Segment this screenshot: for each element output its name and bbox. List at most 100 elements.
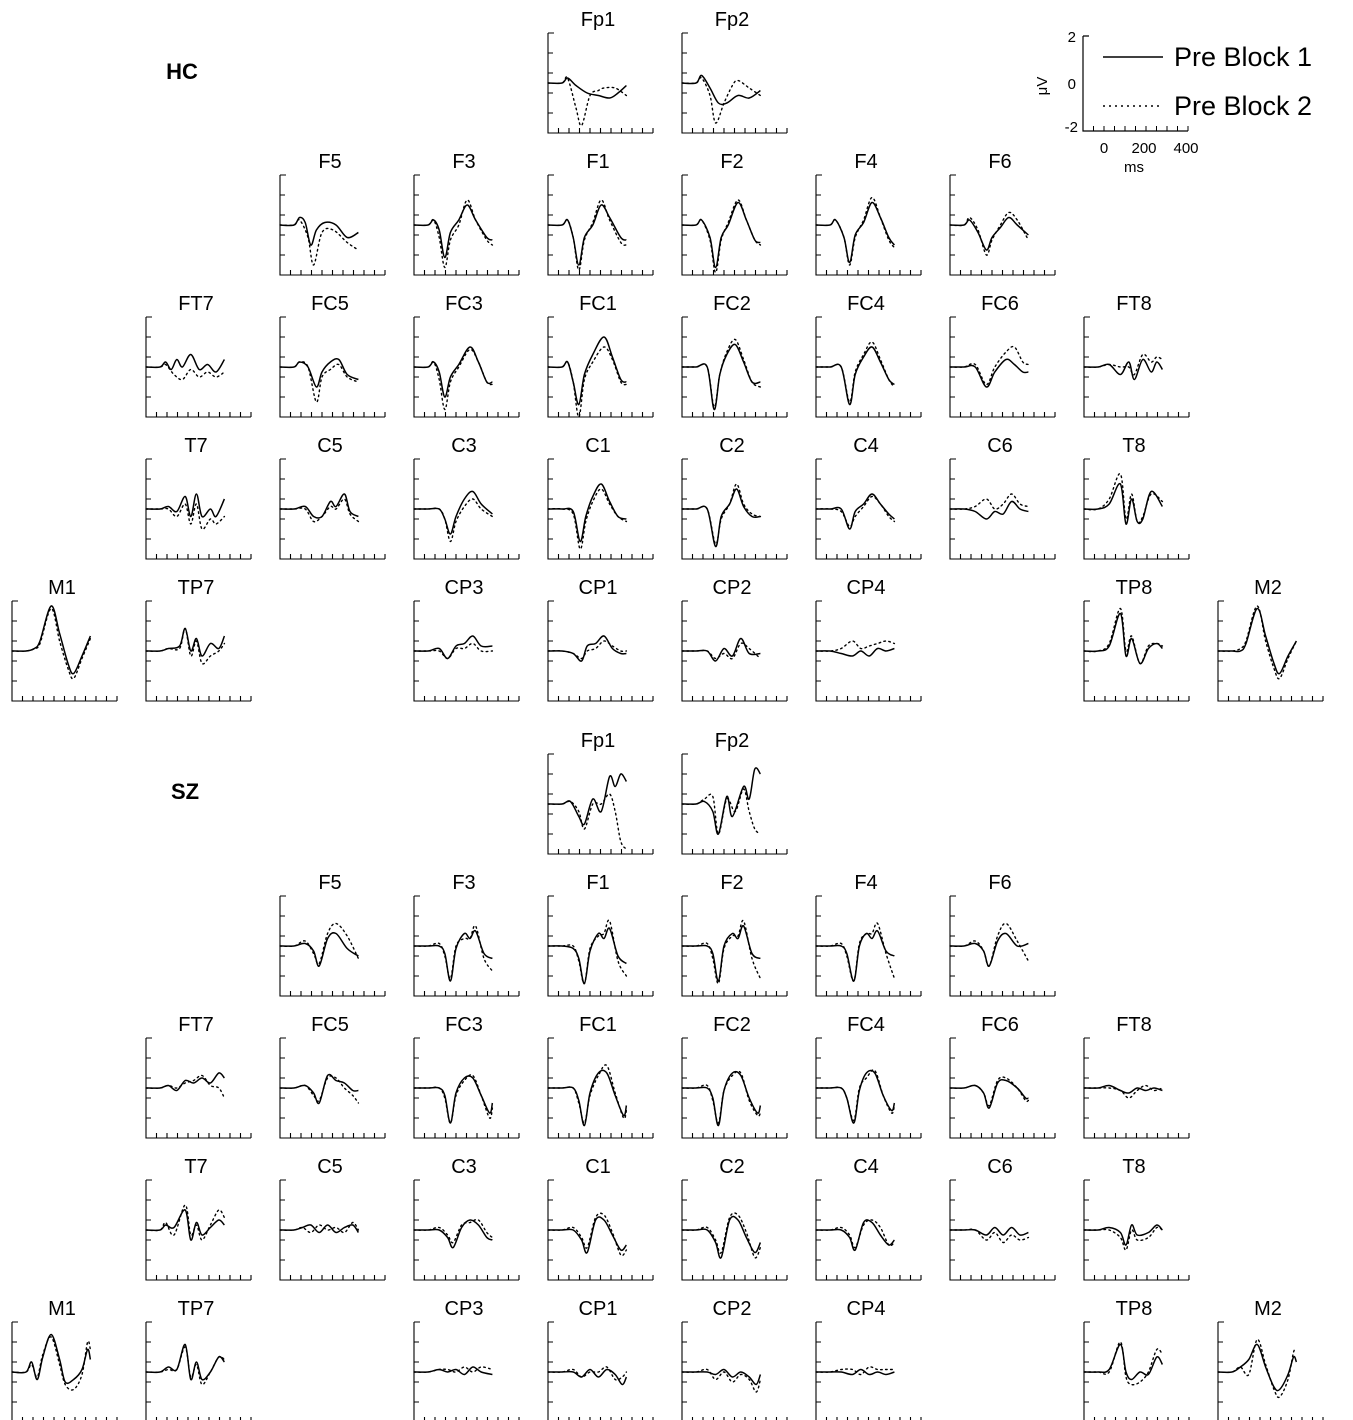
channel-panel-tp8: TP8: [1083, 1298, 1190, 1420]
panel-axes: [547, 174, 654, 276]
series-pre-block-1: [815, 1219, 895, 1252]
series-pre-block-2: [145, 627, 226, 665]
channel-label: F3: [452, 872, 475, 894]
series-pre-block-2: [145, 503, 226, 531]
channel-label: C1: [585, 435, 611, 457]
series-pre-block-2: [413, 199, 494, 269]
series-pre-block-1: [1083, 482, 1164, 525]
panel-axes: [815, 895, 922, 997]
channel-panel-fc2: FC2: [681, 1014, 788, 1139]
panel-axes: [949, 895, 1056, 997]
series-pre-block-2: [11, 1336, 92, 1391]
channel-label: CP1: [579, 1298, 618, 1320]
channel-panel-m2: M2: [1217, 1298, 1324, 1420]
panel-axes: [279, 1037, 386, 1139]
channel-panel-c3: C3: [413, 435, 520, 560]
panel-axes: [949, 458, 1056, 560]
channel-panel-cp3: CP3: [413, 1298, 520, 1420]
channel-panel-t7: T7: [145, 435, 252, 560]
channel-panel-fc6: FC6: [949, 1014, 1056, 1139]
channel-panel-c5: C5: [279, 435, 386, 560]
series-pre-block-2: [1217, 1338, 1298, 1399]
series-pre-block-1: [682, 1368, 762, 1386]
series-pre-block-2: [145, 1346, 226, 1386]
channel-label: C2: [719, 1156, 745, 1178]
channel-panel-f3: F3: [413, 151, 520, 276]
series-pre-block-2: [1083, 1226, 1164, 1251]
channel-panel-f3: F3: [413, 872, 520, 997]
panel-axes: [145, 1179, 252, 1281]
panel-axes: [681, 174, 788, 276]
channel-label: CP4: [847, 1298, 886, 1320]
series-pre-block-2: [815, 922, 896, 982]
legend: Pre Block 1 Pre Block 2: [1103, 42, 1312, 121]
series-pre-block-1: [1083, 1224, 1163, 1246]
series-pre-block-2: [1217, 605, 1298, 680]
panel-axes: [145, 1037, 252, 1139]
channel-panel-fc1: FC1: [547, 1014, 654, 1139]
channel-label: F6: [988, 151, 1011, 173]
series-pre-block-1: [279, 1224, 360, 1234]
channel-label: FC5: [311, 293, 349, 315]
panel-axes: [413, 316, 520, 418]
panel-axes: [413, 1179, 520, 1281]
panel-axes: [681, 32, 788, 134]
scale-y-unit: μV: [1034, 77, 1051, 96]
series-pre-block-2: [949, 1076, 1030, 1107]
channel-panel-t8: T8: [1083, 435, 1190, 560]
channel-panel-f2: F2: [681, 872, 788, 997]
series-pre-block-2: [145, 363, 226, 381]
panel-axes: [1083, 458, 1190, 560]
channel-panel-cp3: CP3: [413, 577, 520, 702]
series-pre-block-2: [547, 76, 628, 127]
scale-x-tick-200: 200: [1131, 140, 1156, 157]
channel-panel-t8: T8: [1083, 1156, 1190, 1281]
channel-label: FC3: [445, 293, 483, 315]
panel-axes: [413, 1037, 520, 1139]
series-pre-block-1: [547, 1216, 627, 1254]
channel-panel-cp2: CP2: [681, 577, 788, 702]
channel-panel-fc5: FC5: [279, 293, 386, 418]
panel-axes: [547, 1179, 654, 1281]
series-pre-block-1: [1083, 1343, 1164, 1381]
channel-panel-c5: C5: [279, 1156, 386, 1281]
series-pre-block-2: [547, 488, 628, 550]
panel-axes: [547, 1037, 654, 1139]
channel-label: Fp2: [715, 9, 749, 31]
panel-axes: [413, 174, 520, 276]
series-pre-block-1: [681, 201, 761, 269]
channel-label: F5: [318, 872, 341, 894]
series-pre-block-2: [681, 642, 762, 660]
channel-panel-fc2: FC2: [681, 293, 788, 418]
channel-panel-fc5: FC5: [279, 1014, 386, 1139]
series-pre-block-1: [1083, 612, 1163, 665]
channel-panel-fp1: Fp1: [547, 9, 654, 134]
channel-label: CP2: [713, 577, 752, 599]
series-pre-block-2: [413, 1074, 494, 1124]
panel-axes: [279, 316, 386, 418]
series-pre-block-1: [1083, 1084, 1163, 1094]
panel-axes: [681, 753, 788, 855]
channel-label: FC2: [713, 293, 751, 315]
series-pre-block-2: [279, 1075, 360, 1104]
series-pre-block-1: [682, 1070, 762, 1127]
series-pre-block-2: [681, 919, 762, 985]
panel-axes: [681, 458, 788, 560]
series-pre-block-1: [815, 647, 895, 657]
channel-panel-cp4: CP4: [815, 1298, 922, 1420]
panel-axes: [949, 316, 1056, 418]
channel-label: C5: [317, 435, 343, 457]
channel-label: F2: [720, 151, 743, 173]
series-pre-block-2: [681, 1212, 762, 1259]
channel-label: CP3: [445, 1298, 484, 1320]
series-pre-block-2: [815, 1366, 896, 1376]
channel-panel-f6: F6: [949, 151, 1056, 276]
scale-bar: 2 0 -2 μV 0 200 400 ms: [1034, 29, 1199, 176]
series-pre-block-1: [413, 490, 493, 535]
channel-label: F1: [586, 151, 609, 173]
group-sz: SZ Fp1 Fp2 F5 F3 F1 F2 F4 F6 FT7 FC5 FC3 FC1 FC2 FC4 FC…: [11, 730, 1324, 1420]
series-pre-block-2: [145, 1074, 226, 1099]
series-pre-block-2: [1083, 1341, 1164, 1386]
channel-label: TP7: [178, 577, 215, 599]
channel-label: F5: [318, 151, 341, 173]
